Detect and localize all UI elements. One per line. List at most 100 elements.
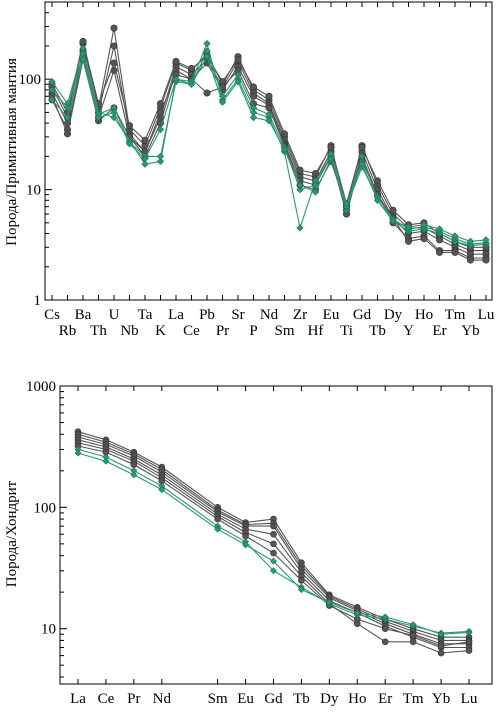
x-tick-label: Tm [445,307,466,323]
data-point [311,181,320,189]
data-point [358,160,366,168]
data-point [311,169,319,177]
x-tick-label: Ho [348,691,366,707]
y-tick-label: 10 [26,183,41,199]
x-tick-label: Ce [183,323,200,339]
data-point [158,486,166,494]
series-group-bottom [74,428,473,657]
y-tick-label: 10 [41,622,56,638]
data-point [482,236,490,244]
data-point [74,449,82,457]
data-point [64,130,72,138]
x-axis-labels-bottom: La Ce Pr Nd Sm Eu Gd Tb Dy Ho Er Tm Yb Lu [70,386,478,707]
data-point [130,461,138,468]
series-line [77,436,469,645]
data-point [296,185,304,194]
data-point [327,144,335,152]
data-point [234,78,242,86]
data-point [48,78,56,86]
data-point [296,181,304,189]
x-tick-label: La [168,307,184,323]
data-point [465,647,473,654]
data-point [102,457,110,465]
data-point [270,530,277,538]
data-point [79,37,87,45]
data-point [409,621,417,629]
x-tick-label: Er [378,691,392,707]
x-tick-label: Tb [293,691,310,707]
y-axis-title-top: Порода/Примитивная мантия [4,58,20,246]
data-point [270,549,277,557]
x-tick-label: Th [90,323,107,339]
data-point [126,122,134,130]
data-point [270,540,277,548]
x-tick-label: Dy [320,691,339,707]
data-point [110,108,118,117]
data-point [214,525,222,533]
data-point [435,225,444,233]
data-point [280,130,288,138]
data-point [157,108,165,116]
data-point [249,104,258,112]
x-tick-label: Gd [264,691,283,707]
data-point [94,113,103,122]
x-tick-label: Ce [98,691,115,707]
x-tick-label: Lu [461,691,478,707]
series-line [51,50,487,245]
data-point [465,629,473,636]
data-point [172,75,180,83]
x-tick-label: Pr [216,323,229,339]
data-point [270,567,277,575]
data-point [79,56,87,64]
series-line [51,40,486,248]
data-point [296,166,304,174]
data-point [437,649,445,657]
x-tick-label: Ta [138,307,153,323]
data-point [381,625,389,632]
x-tick-label: Sm [208,691,228,707]
data-point [214,515,221,523]
x-tick-label: Er [432,323,446,339]
series-group-top [48,24,490,264]
x-tick-label: Ba [75,307,92,323]
data-point [270,557,277,565]
data-point [404,237,412,245]
data-point [156,152,165,160]
x-tick-label: Dy [384,307,403,323]
data-point [358,152,366,160]
data-point [156,125,165,134]
data-point [270,522,277,530]
data-point [130,471,138,479]
x-tick-label: K [155,323,166,339]
x-tick-label: Yb [461,323,479,339]
y-axis-title-bottom: Порода/Хондрит [4,480,20,587]
data-point [203,89,211,97]
data-point [482,256,490,264]
x-tick-label: Ho [415,307,433,323]
data-point [451,248,459,256]
x-tick-label: Cs [44,307,60,323]
y-tick-label: 1000 [26,379,56,395]
data-point [48,96,56,104]
x-tick-label: Y [403,323,414,339]
data-point [265,104,273,112]
data-point [203,39,211,48]
data-point [451,232,459,240]
data-point [358,144,366,152]
x-tick-label: U [109,307,120,323]
data-point [381,638,389,646]
data-point [420,221,428,229]
data-point [298,577,305,584]
data-point [242,541,249,549]
x-tick-label: Yb [432,691,450,707]
x-tick-label: Pr [127,691,140,707]
data-point [188,64,196,72]
y-axis-ticks-top: 1 10 100 [19,1,52,309]
data-point [234,70,242,79]
data-point [466,256,474,264]
data-point [172,57,180,65]
data-point [141,155,149,163]
x-axis-labels-top: CsRbBaThUNbTaKLaCePbPrSrPNdSmZrHfEuTiGdT… [44,2,495,339]
x-tick-label: Nd [260,307,279,323]
